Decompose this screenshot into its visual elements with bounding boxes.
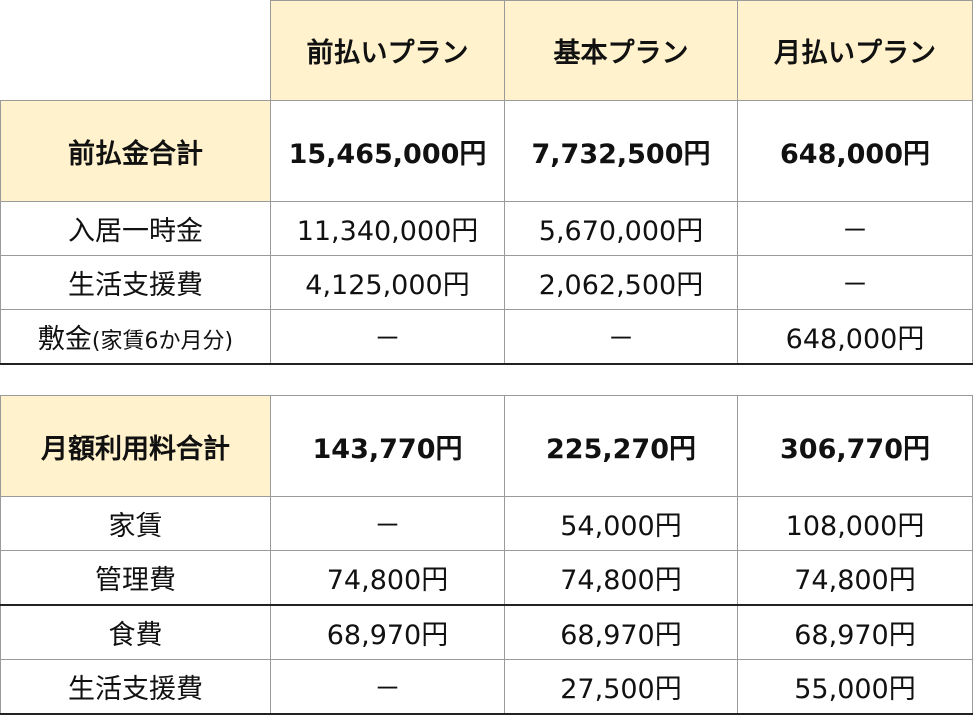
item-value: 68,970円 xyxy=(504,604,738,660)
item-label: 家賃 xyxy=(0,496,271,551)
item-value: 74,800円 xyxy=(270,550,505,606)
item-row: 入居一時金 11,340,000円 5,670,000円－ xyxy=(0,201,973,256)
item-value: － xyxy=(504,309,738,365)
total-row: 月額利用料合計 143,770円 225,270円 306,770円 xyxy=(0,395,973,497)
item-row: 食費 68,970円 68,970円 68,970円 xyxy=(0,604,973,660)
item-value: 55,000円 xyxy=(737,659,973,715)
cost-table: 月額利用料合計 143,770円 225,270円 306,770円 家賃－ 54,000… xyxy=(0,395,973,715)
plan-header: 基本プラン xyxy=(504,0,738,101)
total-value: 15,465,000円 xyxy=(270,100,505,202)
item-value: 648,000円 xyxy=(737,309,973,365)
cost-table: 前払いプラン 基本プラン 月払いプラン 前払金合計 15,465,000円 7,732,5… xyxy=(0,0,973,365)
item-value: － xyxy=(270,496,505,551)
total-value: 143,770円 xyxy=(270,395,505,497)
item-label-text: 入居一時金 xyxy=(68,216,203,247)
item-row: 管理費 74,800円 74,800円 74,800円 xyxy=(0,550,973,606)
item-row: 敷金(家賃6か月分) －－ 648,000円 xyxy=(0,309,973,365)
item-row: 家賃 － 54,000円 108,000円 xyxy=(0,496,973,551)
plan-header: 前払いプラン xyxy=(270,0,505,101)
item-value: 5,670,000円 xyxy=(504,201,738,256)
item-value: 74,800円 xyxy=(737,550,973,606)
item-value: 108,000円 xyxy=(737,496,973,551)
table-body: 前払いプラン 基本プラン 月払いプラン 前払金合計 15,465,000円 7,732,5… xyxy=(0,0,973,365)
item-value: － xyxy=(270,659,505,715)
item-label: 生活支援費 xyxy=(0,659,271,715)
item-value: － xyxy=(737,201,973,256)
section-title: 月額利用料合計 xyxy=(0,395,271,497)
item-label: 敷金(家賃6か月分) xyxy=(0,309,271,365)
item-value: － xyxy=(270,309,505,365)
table-body: 月額利用料合計 143,770円 225,270円 306,770円 家賃－ 54,000… xyxy=(0,395,973,715)
item-label-text: 生活支援費 xyxy=(68,674,203,705)
blank-cell xyxy=(0,0,271,101)
plan-header: 月払いプラン xyxy=(737,0,973,101)
item-label: 管理費 xyxy=(0,550,271,606)
item-label: 入居一時金 xyxy=(0,201,271,256)
item-row: 生活支援費 4,125,000円 2,062,500円－ xyxy=(0,255,973,310)
total-value: 7,732,500円 xyxy=(504,100,738,202)
total-value: 306,770円 xyxy=(737,395,973,497)
item-row: 生活支援費 － 27,500円 55,000円 xyxy=(0,659,973,715)
item-value: － xyxy=(737,255,973,310)
item-label-text: 家賃 xyxy=(108,511,163,542)
plan-header-row: 前払いプラン 基本プラン 月払いプラン xyxy=(0,0,973,101)
total-value: 648,000円 xyxy=(737,100,973,202)
item-label-text: 生活支援費 xyxy=(68,270,203,301)
item-label-note: (家賃6か月分) xyxy=(91,329,234,354)
item-value: 2,062,500円 xyxy=(504,255,738,310)
item-value: 11,340,000円 xyxy=(270,201,505,256)
item-value: 68,970円 xyxy=(737,604,973,660)
item-value: 54,000円 xyxy=(504,496,738,551)
item-label-text: 敷金 xyxy=(37,324,92,355)
item-label-text: 管理費 xyxy=(95,565,176,596)
item-label: 食費 xyxy=(0,604,271,660)
total-row: 前払金合計 15,465,000円 7,732,500円 648,000円 xyxy=(0,100,973,202)
item-label-text: 食費 xyxy=(108,620,163,651)
section-title: 前払金合計 xyxy=(0,100,271,202)
item-label: 生活支援費 xyxy=(0,255,271,310)
item-value: 68,970円 xyxy=(270,604,505,660)
item-value: 74,800円 xyxy=(504,550,738,606)
item-value: 27,500円 xyxy=(504,659,738,715)
total-value: 225,270円 xyxy=(504,395,738,497)
item-value: 4,125,000円 xyxy=(270,255,505,310)
